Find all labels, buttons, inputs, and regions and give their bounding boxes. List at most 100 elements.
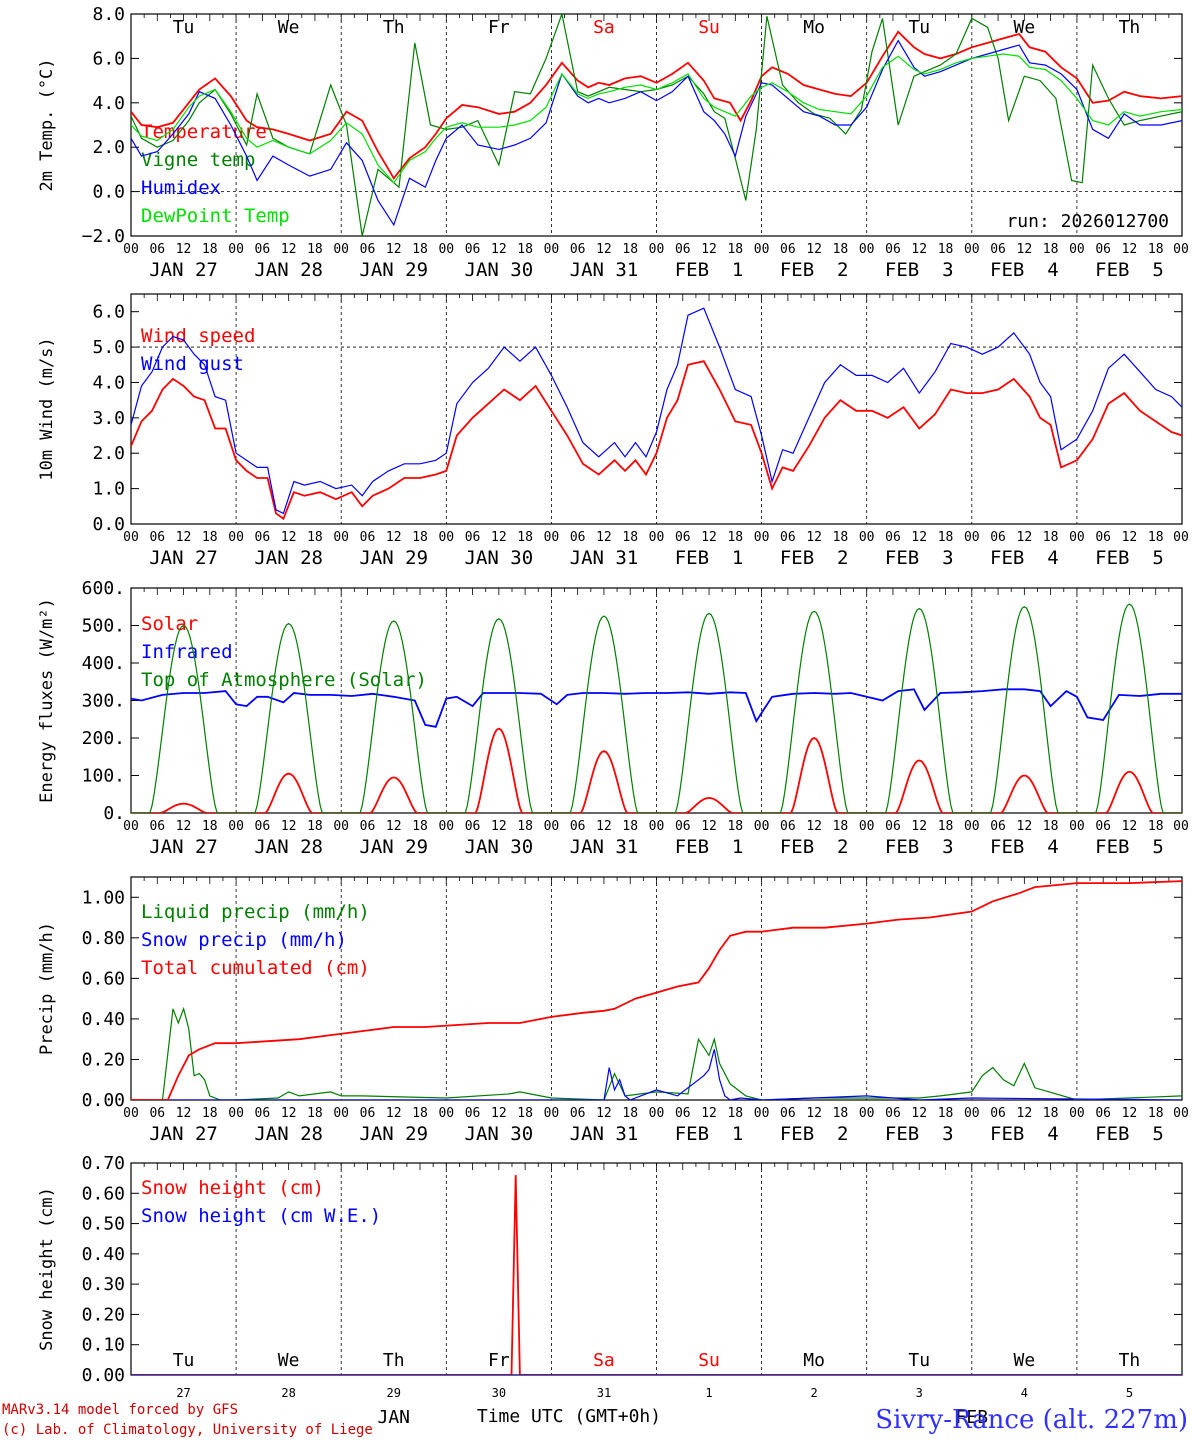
- hour-tick-label: 00: [859, 530, 875, 545]
- hour-tick-label: 06: [149, 242, 165, 257]
- hour-tick-label: 06: [675, 1106, 691, 1121]
- y-axis-title: 10m Wind (m/s): [37, 337, 57, 480]
- hour-tick-label: 18: [622, 530, 638, 545]
- date-label: FEB 3: [885, 547, 954, 569]
- hour-tick-label: 00: [1173, 1106, 1189, 1121]
- hour-tick-label: 06: [149, 1106, 165, 1121]
- date-label: JAN 29: [359, 836, 428, 858]
- hour-tick-label: 18: [622, 1106, 638, 1121]
- date-label: FEB 5: [1095, 547, 1164, 569]
- day-number-label: 4: [1021, 1386, 1028, 1400]
- hour-tick-label: 06: [360, 819, 376, 834]
- hour-tick-label: 12: [596, 1106, 612, 1121]
- legend-entry: Liquid precip (mm/h): [141, 901, 370, 923]
- legend-entry: Solar: [141, 613, 198, 635]
- y-tick-label: 100.: [82, 766, 125, 787]
- run-label: run: 2026012700: [1006, 211, 1169, 232]
- hour-tick-label: 18: [833, 1106, 849, 1121]
- hour-tick-label: 00: [754, 819, 770, 834]
- hour-tick-label: 06: [570, 530, 586, 545]
- hour-tick-label: 00: [649, 242, 665, 257]
- hour-tick-label: 12: [386, 530, 402, 545]
- day-name-label: Tu: [908, 1350, 930, 1371]
- legend-entry: Snow height (cm W.E.): [141, 1205, 381, 1227]
- hour-tick-label: 12: [281, 530, 297, 545]
- date-label: FEB 1: [675, 1123, 744, 1145]
- hour-tick-label: 12: [1122, 1106, 1138, 1121]
- hour-tick-label: 18: [202, 530, 218, 545]
- month-label: FEB: [956, 1407, 989, 1428]
- hour-tick-label: 06: [570, 819, 586, 834]
- hour-tick-label: 12: [176, 242, 192, 257]
- day-name-label: Su: [698, 17, 720, 38]
- y-tick-label: 1.00: [82, 887, 125, 908]
- day-name-label: We: [278, 1350, 300, 1371]
- hour-tick-label: 00: [1173, 819, 1189, 834]
- hour-tick-label: 06: [885, 1106, 901, 1121]
- date-label: JAN 28: [254, 259, 323, 281]
- month-label: JAN: [377, 1407, 410, 1428]
- date-label: FEB 5: [1095, 1123, 1164, 1145]
- hour-tick-label: 18: [1043, 819, 1059, 834]
- hour-tick-label: 12: [701, 242, 717, 257]
- date-label: JAN 31: [570, 259, 639, 281]
- hour-tick-label: 18: [727, 819, 743, 834]
- hour-tick-label: 00: [964, 819, 980, 834]
- y-tick-label: 3.0: [92, 408, 125, 429]
- y-tick-label: 0.60: [82, 968, 125, 989]
- hour-tick-label: 06: [255, 530, 271, 545]
- y-tick-label: 500.: [82, 616, 125, 637]
- hour-tick-label: 12: [806, 242, 822, 257]
- y-tick-label: 2.0: [92, 443, 125, 464]
- hour-tick-label: 06: [780, 530, 796, 545]
- y-tick-label: 0.0: [92, 182, 125, 203]
- day-name-label: Mo: [803, 17, 825, 38]
- day-number-label: 31: [597, 1386, 611, 1400]
- hour-tick-label: 18: [517, 1106, 533, 1121]
- hour-tick-label: 00: [333, 819, 349, 834]
- hour-tick-label: 12: [1017, 819, 1033, 834]
- hour-tick-label: 12: [491, 819, 507, 834]
- hour-tick-label: 06: [1095, 1106, 1111, 1121]
- hour-tick-label: 18: [307, 819, 323, 834]
- hour-tick-label: 06: [675, 242, 691, 257]
- hour-tick-label: 06: [675, 819, 691, 834]
- hour-tick-label: 00: [754, 1106, 770, 1121]
- hour-tick-label: 00: [859, 242, 875, 257]
- hour-tick-label: 06: [465, 530, 481, 545]
- y-tick-label: 600.: [82, 578, 125, 599]
- y-axis-title: 2m Temp. (°C): [37, 58, 57, 191]
- date-label: FEB 2: [780, 259, 849, 281]
- hour-tick-label: 12: [491, 1106, 507, 1121]
- footer-model-text: MARv3.14 model forced by GFS: [2, 1402, 238, 1418]
- day-name-label: Fr: [488, 17, 510, 38]
- date-label: FEB 3: [885, 836, 954, 858]
- hour-tick-label: 00: [228, 819, 244, 834]
- hour-tick-label: 18: [833, 530, 849, 545]
- hour-tick-label: 00: [544, 819, 560, 834]
- hour-tick-label: 12: [596, 819, 612, 834]
- hour-tick-label: 12: [701, 819, 717, 834]
- day-name-label: Sa: [593, 1350, 615, 1371]
- hour-tick-label: 18: [1148, 1106, 1164, 1121]
- y-tick-label: 4.0: [92, 372, 125, 393]
- hour-tick-label: 18: [307, 1106, 323, 1121]
- y-axis-title: Energy fluxes (W/m²): [37, 598, 57, 803]
- date-label: FEB 1: [675, 836, 744, 858]
- hour-tick-label: 00: [123, 1106, 139, 1121]
- hour-tick-label: 06: [675, 530, 691, 545]
- day-name-label: Th: [383, 17, 405, 38]
- hour-tick-label: 18: [412, 819, 428, 834]
- hour-tick-label: 06: [990, 242, 1006, 257]
- y-tick-label: 0.10: [82, 1335, 125, 1356]
- y-tick-label: 0.00: [82, 1365, 125, 1386]
- hour-tick-label: 12: [491, 530, 507, 545]
- date-label: JAN 27: [149, 259, 218, 281]
- date-label: JAN 30: [465, 259, 534, 281]
- hour-tick-label: 00: [859, 819, 875, 834]
- date-label: FEB 1: [675, 259, 744, 281]
- hour-tick-label: 00: [964, 530, 980, 545]
- hour-tick-label: 18: [202, 242, 218, 257]
- y-tick-label: 6.0: [92, 48, 125, 69]
- hour-tick-label: 18: [1148, 530, 1164, 545]
